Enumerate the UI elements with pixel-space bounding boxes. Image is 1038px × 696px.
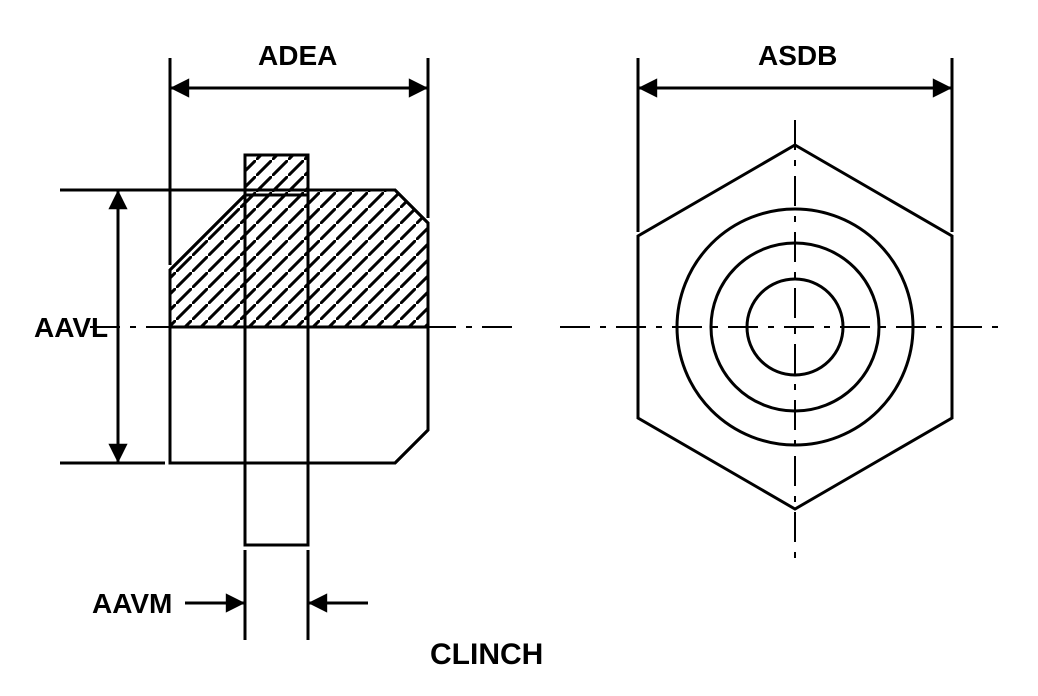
dim-label-asdb: ASDB — [758, 40, 837, 72]
dim-label-aavl: AAVL — [34, 312, 108, 344]
drawing-title: CLINCH — [430, 638, 543, 672]
dim-label-adea: ADEA — [258, 40, 337, 72]
dim-label-aavm: AAVM — [92, 588, 172, 620]
drawing-canvas: ADEA ASDB AAVL AAVM CLINCH — [0, 0, 1038, 696]
side-view — [60, 58, 520, 640]
top-view — [560, 58, 1005, 560]
